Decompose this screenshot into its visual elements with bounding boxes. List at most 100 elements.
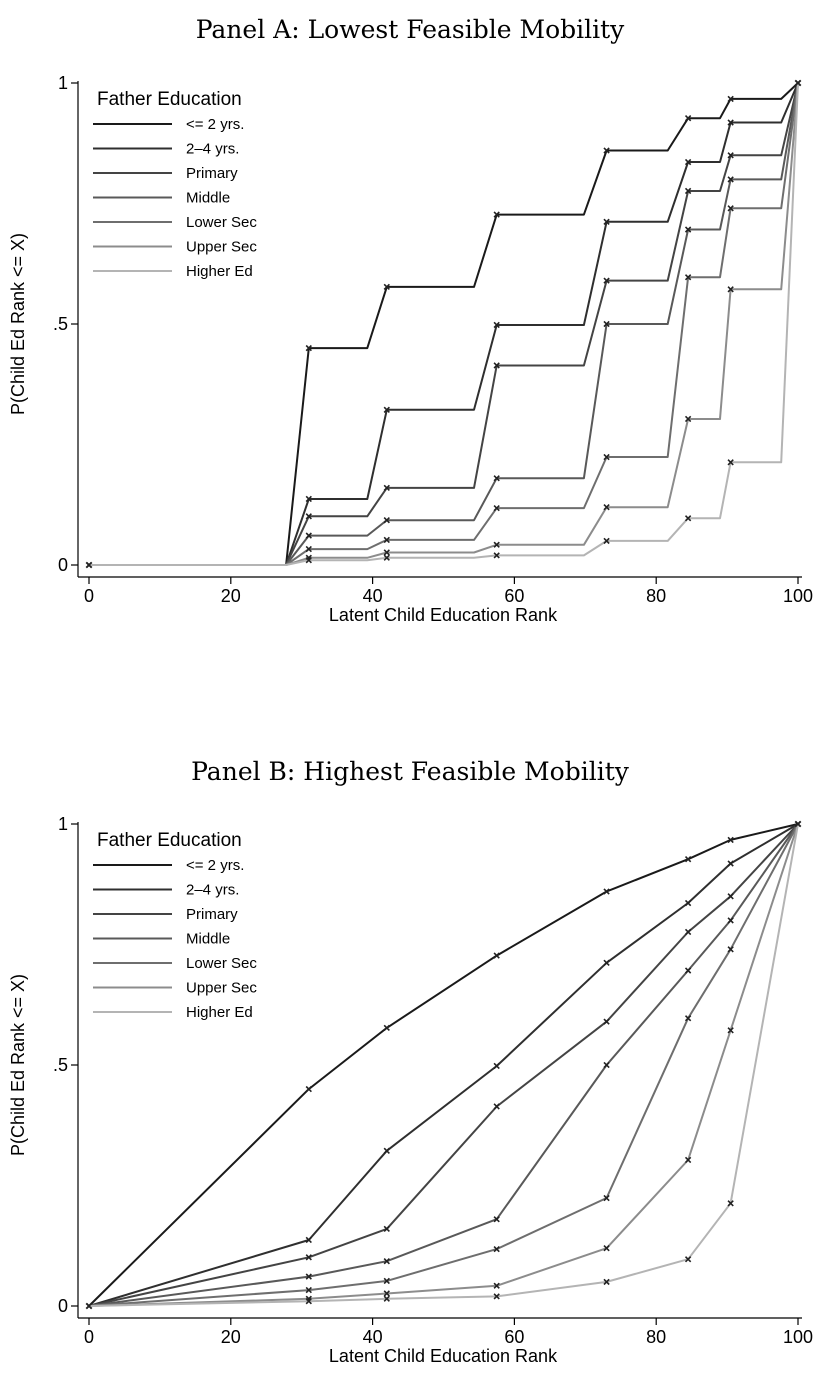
data-point-marker: [305, 1254, 312, 1261]
data-point-marker: [305, 1273, 312, 1280]
data-point-marker: [603, 147, 610, 154]
series-line: [89, 82, 799, 566]
data-point-marker: [727, 893, 734, 900]
legend-label: Upper Sec: [186, 980, 257, 997]
data-point-marker: [794, 79, 802, 87]
data-point-marker: [383, 1024, 390, 1032]
data-point-marker: [727, 1027, 734, 1034]
data-point-marker: [305, 344, 312, 352]
data-point-marker: [493, 952, 500, 959]
x-tick-label: 40: [363, 586, 383, 606]
data-point-marker: [85, 1302, 93, 1310]
data-point-marker: [305, 1236, 312, 1244]
legend-label: <= 2 yrs.: [186, 857, 244, 874]
data-point-marker: [383, 1290, 390, 1297]
data-point-marker: [383, 549, 390, 556]
legend-entry: <= 2 yrs.: [93, 857, 244, 874]
data-point-marker: [684, 928, 692, 936]
data-point-marker: [727, 917, 734, 924]
data-point-marker: [684, 1256, 692, 1263]
x-tick-label: 100: [783, 1327, 813, 1347]
data-point-marker: [727, 1200, 734, 1207]
legend-label: Upper Sec: [186, 239, 257, 256]
data-point-marker: [383, 283, 390, 291]
data-point-marker: [305, 1085, 312, 1093]
series-line: [88, 823, 799, 1307]
data-point-marker: [493, 321, 500, 329]
data-point-marker: [794, 820, 802, 828]
data-point-marker: [727, 286, 734, 293]
legend-entry: 2–4 yrs.: [93, 141, 239, 158]
data-point-marker: [727, 946, 734, 953]
data-point-marker: [493, 1062, 500, 1070]
x-axis-label: Latent Child Education Rank: [329, 605, 558, 625]
data-point-marker: [383, 1295, 390, 1302]
data-point-marker: [493, 504, 500, 512]
data-point-marker: [684, 158, 692, 166]
data-point-marker: [85, 561, 93, 569]
x-tick-label: 100: [783, 586, 813, 606]
panel-title: Panel A: Lowest Feasible Mobility: [196, 15, 625, 44]
data-point-marker: [603, 320, 610, 328]
data-point-marker: [493, 362, 500, 369]
data-point-marker: [493, 1216, 500, 1223]
y-tick-label: .5: [53, 1055, 68, 1075]
data-point-marker: [383, 1225, 390, 1233]
series-line: [89, 82, 799, 566]
data-point-marker: [383, 484, 390, 492]
data-point-marker: [383, 406, 390, 413]
panel-title: Panel B: Highest Feasible Mobility: [191, 757, 630, 786]
data-point-marker: [383, 1277, 390, 1285]
x-tick-label: 60: [504, 586, 524, 606]
x-tick-label: 40: [363, 1327, 383, 1347]
data-point-marker: [493, 1293, 500, 1300]
data-point-marker: [493, 211, 500, 218]
legend-title: Father Education: [97, 89, 242, 110]
legend-entry: Primary: [93, 165, 238, 182]
legend-label: Primary: [186, 165, 238, 182]
x-tick-label: 20: [221, 1327, 241, 1347]
legend-entry: Lower Sec: [93, 955, 257, 972]
x-tick-label: 20: [221, 586, 241, 606]
data-point-marker: [603, 1244, 610, 1252]
data-point-marker: [684, 856, 692, 863]
data-point-marker: [603, 503, 610, 511]
data-point-marker: [684, 967, 692, 974]
series-7: [85, 79, 802, 569]
series-line: [89, 82, 799, 566]
series-line: [89, 82, 799, 566]
legend-label: Primary: [186, 906, 238, 923]
data-point-marker: [383, 1147, 390, 1154]
data-point-marker: [684, 899, 692, 907]
data-point-marker: [493, 552, 500, 559]
data-point-marker: [383, 536, 390, 544]
data-point-marker: [727, 119, 734, 126]
data-point-marker: [684, 415, 692, 423]
series-line: [88, 823, 799, 1307]
data-point-marker: [727, 205, 734, 212]
data-point-marker: [727, 836, 734, 844]
data-point-marker: [493, 541, 500, 548]
legend-label: 2–4 yrs.: [186, 141, 239, 158]
data-point-marker: [603, 1194, 610, 1202]
legend-entry: Upper Sec: [93, 980, 257, 997]
legend-entry: <= 2 yrs.: [93, 116, 244, 133]
data-point-marker: [383, 517, 390, 524]
legend: Father Education <= 2 yrs. 2–4 yrs. Primary…: [93, 830, 257, 1021]
legend-label: Lower Sec: [186, 214, 257, 231]
data-point-marker: [684, 1015, 692, 1022]
series-line: [88, 823, 799, 1307]
legend-title: Father Education: [97, 830, 242, 851]
data-point-marker: [603, 537, 610, 545]
legend-label: Higher Ed: [186, 1004, 253, 1021]
legend-entry: Primary: [93, 906, 238, 923]
legend-label: Lower Sec: [186, 955, 257, 972]
legend-label: 2–4 yrs.: [186, 882, 239, 899]
data-point-marker: [603, 453, 610, 461]
x-tick-label: 80: [646, 1327, 666, 1347]
y-axis-label: P(Child Ed Rank <= X): [8, 974, 28, 1156]
data-point-marker: [684, 187, 692, 195]
legend-label: Middle: [186, 931, 230, 948]
data-point-marker: [684, 515, 692, 522]
chart-panel-2: Panel B: Highest Feasible Mobility 0 20 40 6…: [8, 757, 813, 1366]
